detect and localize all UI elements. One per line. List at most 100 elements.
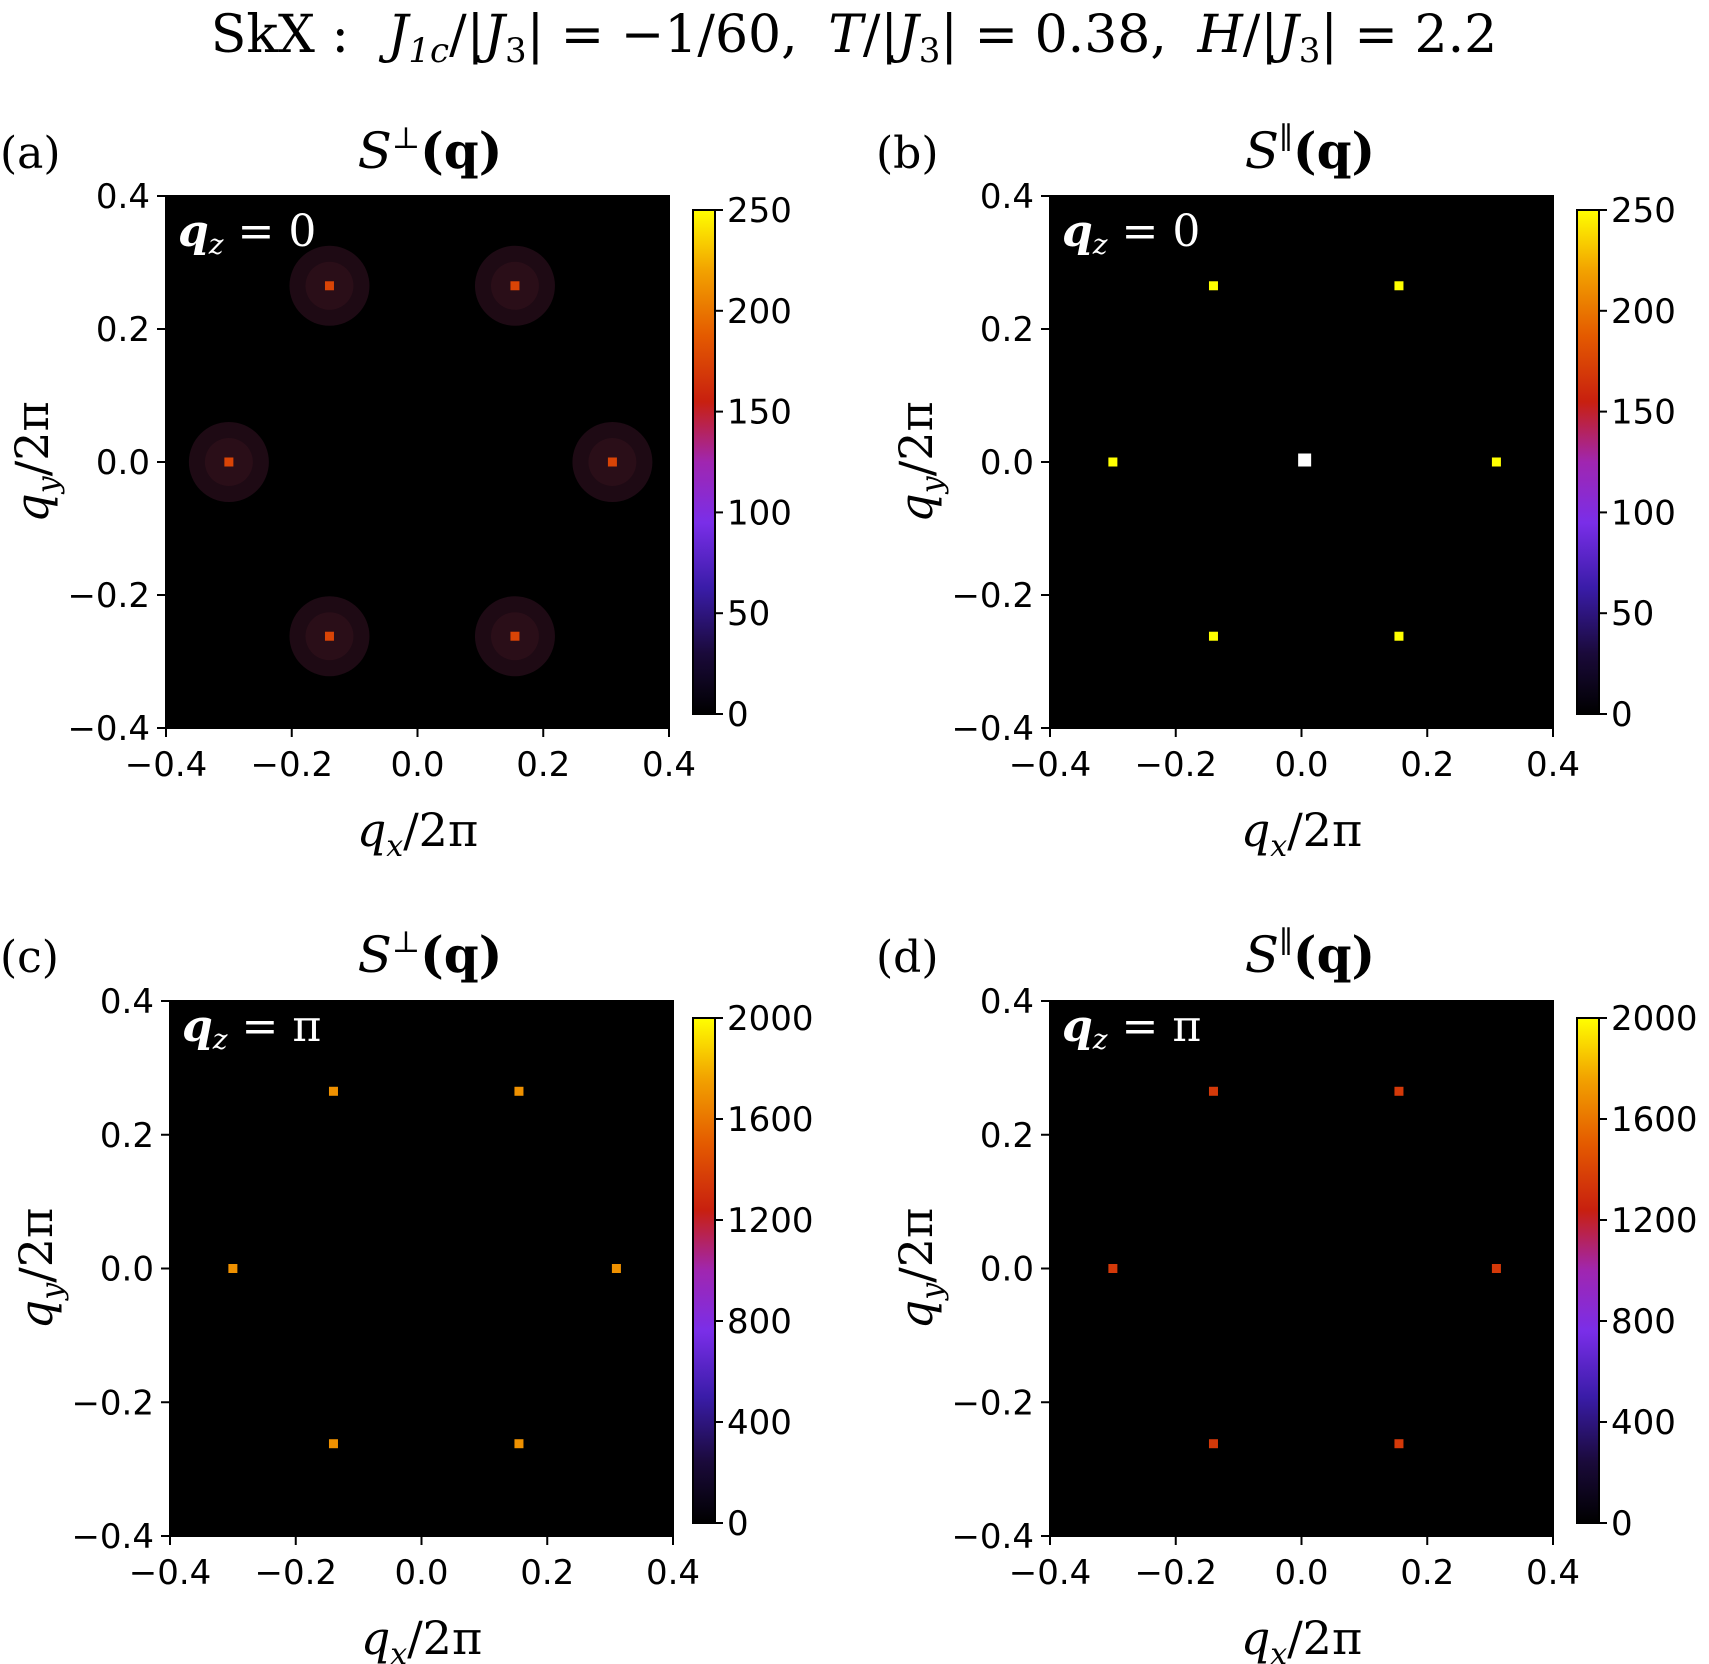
- y-axis-symbol: q: [889, 1300, 943, 1329]
- y-tick-label: 0.0: [96, 443, 150, 483]
- panel-title-argument: (q): [420, 925, 502, 984]
- x-tick-label: 0.4: [1526, 1553, 1580, 1593]
- x-tick-label: −0.2: [1134, 745, 1217, 785]
- qz-symbol: q: [182, 1001, 213, 1052]
- x-axis-rest: /2π: [403, 803, 478, 857]
- y-axis-subscript: y: [915, 1282, 950, 1302]
- bragg-peak: [1208, 281, 1218, 291]
- qz-symbol: q: [1062, 206, 1093, 257]
- x-tick-label: 0.0: [1274, 745, 1328, 785]
- x-axis-rest: /2π: [1287, 1611, 1362, 1664]
- colorbar-tick-label: 2000: [727, 999, 814, 1039]
- x-axis-symbol: q: [1241, 803, 1270, 857]
- x-axis-rest: /2π: [407, 1611, 482, 1664]
- bragg-peak: [1108, 457, 1118, 467]
- y-axis-label: qy/2π: [5, 401, 66, 522]
- x-axis-subscript: x: [1270, 829, 1287, 864]
- y-tick-label: 0.2: [96, 310, 150, 350]
- y-tick-label: 0.4: [96, 177, 150, 217]
- y-tick-label: 0.4: [980, 177, 1034, 217]
- qz-subscript: z: [208, 228, 224, 261]
- x-tick-label: 0.2: [516, 745, 570, 785]
- colorbar-tick-label: 400: [1611, 1403, 1676, 1443]
- colorbar-tick-label: 1200: [1611, 1201, 1698, 1241]
- x-tick-label: 0.0: [1274, 1553, 1328, 1593]
- y-tick-label: −0.2: [71, 1383, 154, 1423]
- panel-label: (a): [0, 128, 61, 179]
- panel-title: S⊥(q): [358, 925, 503, 984]
- x-tick-label: 0.2: [1400, 745, 1454, 785]
- x-axis-symbol: q: [361, 1611, 390, 1664]
- y-tick-label: −0.2: [67, 576, 150, 616]
- colorbar-tick-label: 0: [727, 695, 749, 735]
- bragg-peak: [328, 1439, 338, 1449]
- x-tick-label: −0.2: [1134, 1553, 1217, 1593]
- qz-value: = 0: [1122, 206, 1201, 257]
- bragg-peak: [1491, 1264, 1501, 1273]
- panel-title-superscript: ⊥: [392, 121, 420, 156]
- colorbar-tick-label: 100: [727, 493, 792, 533]
- title-j3-subscript-1: 3: [505, 31, 527, 71]
- title-j3-subscript-3: 3: [1299, 31, 1321, 71]
- colorbar-tick-label: 150: [727, 393, 792, 433]
- qz-value: = π: [242, 1001, 322, 1052]
- qz-symbol: q: [178, 206, 209, 257]
- y-axis-subscript: y: [35, 1282, 70, 1302]
- colorbar-tick-label: 0: [1611, 695, 1633, 735]
- colorbar-tick-label: 1600: [727, 1100, 814, 1140]
- panel-title: S⊥(q): [358, 121, 503, 180]
- panel-title-symbol: S: [358, 122, 392, 180]
- title-prefix: SkX :: [211, 5, 349, 65]
- bragg-peak: [1208, 1439, 1218, 1449]
- x-tick-label: −0.4: [1009, 745, 1092, 785]
- colorbar-tick-label: 400: [727, 1403, 792, 1443]
- x-tick-label: 0.0: [394, 1553, 448, 1593]
- y-axis-symbol: q: [9, 1300, 63, 1329]
- colorbar-tick-label: 250: [727, 191, 792, 231]
- x-axis-subscript: x: [390, 1637, 407, 1664]
- colorbar: [1576, 1017, 1600, 1524]
- x-axis-label: qx/2π: [1241, 1611, 1362, 1664]
- qz-value: = π: [1122, 1001, 1202, 1052]
- qz-annotation: qz = 0: [178, 206, 316, 261]
- colorbar-tick-label: 50: [727, 594, 770, 634]
- qz-annotation: qz = π: [182, 1001, 321, 1056]
- panel-title-symbol: S: [1245, 926, 1279, 984]
- bragg-peak: [1394, 1439, 1404, 1449]
- x-axis-subscript: x: [386, 829, 403, 864]
- y-axis-rest: /2π: [5, 401, 59, 476]
- qz-annotation: qz = π: [1062, 1001, 1201, 1056]
- x-axis-subscript: x: [1270, 1637, 1287, 1664]
- title-eq1: = −1/60,: [561, 5, 798, 65]
- bragg-peak: [611, 1264, 621, 1273]
- y-tick-label: −0.4: [67, 709, 150, 749]
- panel-title-argument: (q): [420, 121, 502, 180]
- bragg-peak: [224, 457, 234, 467]
- y-tick-label: −0.4: [951, 1517, 1034, 1557]
- x-tick-label: 0.4: [642, 745, 696, 785]
- panel-d: (d) S∥(q)qz = π−0.4 −0.2 0.0 0.2 0.4−0.4−0.20.…: [876, 925, 1698, 1664]
- bragg-peak: [1108, 1264, 1118, 1273]
- x-axis-symbol: q: [1241, 1611, 1270, 1664]
- colorbar-tick-label: 2000: [1611, 999, 1698, 1039]
- panel-title: S∥(q): [1245, 121, 1375, 180]
- bragg-peak: [514, 1086, 524, 1096]
- center-peak: [1298, 453, 1312, 467]
- colorbar-tick-label: 200: [1611, 292, 1676, 332]
- y-tick-label: −0.4: [951, 709, 1034, 749]
- colorbar: [692, 1017, 716, 1524]
- x-tick-label: −0.4: [1009, 1553, 1092, 1593]
- y-tick-label: 0.2: [100, 1116, 154, 1156]
- y-axis-rest: /2π: [889, 401, 943, 476]
- colorbar-tick-label: 100: [1611, 493, 1676, 533]
- bragg-peak: [228, 1264, 238, 1273]
- bragg-peak: [1208, 631, 1218, 641]
- y-axis-label: qy/2π: [889, 401, 950, 522]
- x-tick-label: 0.2: [520, 1553, 574, 1593]
- colorbar-tick-label: 800: [1611, 1302, 1676, 1342]
- x-tick-label: −0.4: [129, 1553, 212, 1593]
- qz-symbol: q: [1062, 1001, 1093, 1052]
- x-axis-label: qx/2π: [361, 1611, 482, 1664]
- y-tick-label: −0.2: [951, 1383, 1034, 1423]
